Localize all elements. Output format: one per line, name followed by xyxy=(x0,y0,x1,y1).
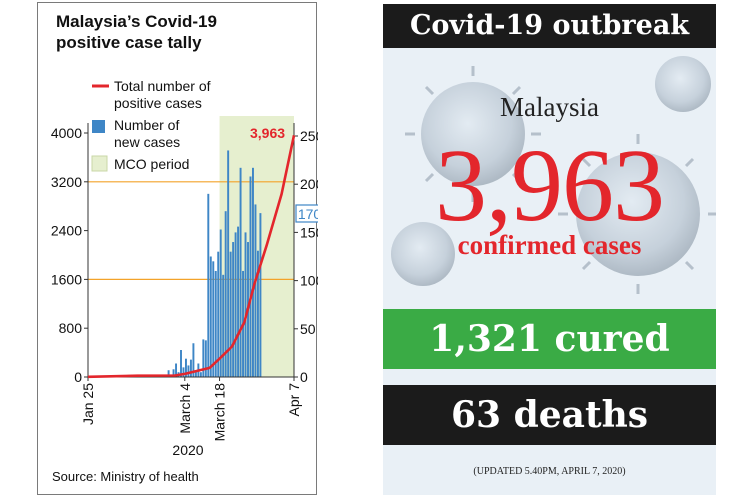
x-axis-tick-label: Jan 25 xyxy=(80,383,96,425)
new-cases-bar xyxy=(244,232,247,377)
country-name: Malaysia xyxy=(500,92,599,122)
right-axis-tick-label: 100 xyxy=(300,273,318,289)
chart-title-line2: positive case tally xyxy=(56,33,202,52)
new-cases-bar xyxy=(214,270,217,377)
new-cases-bar xyxy=(182,367,185,377)
new-cases-bar xyxy=(209,256,212,377)
new-cases-bar xyxy=(222,274,225,377)
new-cases-bar xyxy=(239,167,242,377)
total-cases-line xyxy=(87,135,296,379)
new-cases-bar xyxy=(254,204,257,377)
legend-line-label: Total number of xyxy=(114,78,211,94)
source-note: Source: Ministry of health xyxy=(52,469,199,484)
virus-background-image xyxy=(391,56,716,294)
new-cases-bar xyxy=(249,176,252,377)
left-axis-tick-label: 0 xyxy=(74,369,82,385)
legend-bar-label: new cases xyxy=(114,134,180,150)
legend-bar-label: Number of xyxy=(114,117,179,133)
new-cases-bar xyxy=(167,370,170,377)
new-cases-bar xyxy=(204,340,207,377)
total-callout: 3,963 xyxy=(250,125,285,141)
legend-mco-swatch xyxy=(91,155,108,172)
left-axis-tick-label: 3200 xyxy=(51,174,82,190)
legend-mco-label: MCO period xyxy=(114,156,189,172)
new-cases-bar xyxy=(232,242,235,377)
new-cases-bar xyxy=(237,226,240,377)
chart-title: Malaysia’s Covid-19 positive case tally xyxy=(56,11,306,53)
new-cases-bar xyxy=(184,358,187,377)
new-cases-bar xyxy=(180,350,182,377)
right-axis-tick-label: 200 xyxy=(300,176,318,192)
legend-bar-swatch xyxy=(92,120,105,133)
updated-timestamp: (UPDATED 5.40PM, APRIL 7, 2020) xyxy=(473,466,626,477)
x-axis-tick-label: Apr 7 xyxy=(286,383,302,417)
new-cases-bar xyxy=(192,343,195,377)
new-cases-bar xyxy=(219,229,222,377)
cured-count: 1,321 cured xyxy=(383,309,716,369)
left-axis-tick-label: 4000 xyxy=(51,125,82,141)
confirmed-label: confirmed cases xyxy=(457,230,642,260)
virus-illustration-2 xyxy=(558,134,716,294)
new-cases-bar xyxy=(217,251,220,377)
right-axis-tick-label: 150 xyxy=(300,224,318,240)
new-cases-bar xyxy=(234,232,237,377)
new-cases-bar xyxy=(207,193,210,377)
right-axis-tick-label: 50 xyxy=(300,321,316,337)
right-axis-tick-label: 250 xyxy=(300,128,318,144)
chart-panel: Malaysia’s Covid-19 positive case tally … xyxy=(37,2,318,495)
new-cases-bar xyxy=(199,372,202,377)
new-cases-bar xyxy=(227,150,230,377)
new-cases-bar xyxy=(189,359,192,377)
virus-illustration-1 xyxy=(405,66,541,202)
new-cases-bar xyxy=(175,363,178,377)
new-cases-bar xyxy=(194,370,197,377)
year-label: 2020 xyxy=(172,442,203,458)
x-axis-tick-label: March 18 xyxy=(212,383,228,442)
left-axis-tick-label: 2400 xyxy=(51,223,82,239)
virus-illustration-3 xyxy=(391,56,711,286)
mco-period-shade xyxy=(219,116,294,377)
last-new-callout-box xyxy=(295,204,318,223)
new-cases-bar xyxy=(187,365,190,377)
legend-line-label: positive cases xyxy=(114,95,202,111)
x-axis-tick-label: March 4 xyxy=(177,383,193,434)
death-count: 63 deaths xyxy=(383,385,716,445)
new-cases-bar xyxy=(259,213,262,377)
new-cases-bar xyxy=(172,369,175,377)
left-axis-tick-label: 800 xyxy=(59,320,83,336)
new-cases-bar xyxy=(224,211,227,377)
left-axis-tick-label: 1600 xyxy=(51,271,82,287)
last-new-callout: 170 xyxy=(298,206,318,222)
new-cases-bar xyxy=(229,251,232,377)
new-cases-bar xyxy=(212,261,215,377)
confirmed-count: 3,963 xyxy=(435,128,665,243)
new-cases-bar xyxy=(256,250,259,377)
right-axis-tick-label: 0 xyxy=(300,369,308,385)
panel-header: Covid-19 outbreak xyxy=(383,4,716,48)
chart-title-line1: Malaysia’s Covid-19 xyxy=(56,12,217,31)
summary-panel: Covid-19 outbreak Malaysia 3,963 confirm… xyxy=(383,4,716,495)
case-tally-chart: 0 800 1600 2400 3200 4000 0 50 100 150 200 250 Jan 2… xyxy=(51,78,318,458)
new-cases-bar xyxy=(202,339,205,377)
new-cases-bar xyxy=(252,167,254,377)
